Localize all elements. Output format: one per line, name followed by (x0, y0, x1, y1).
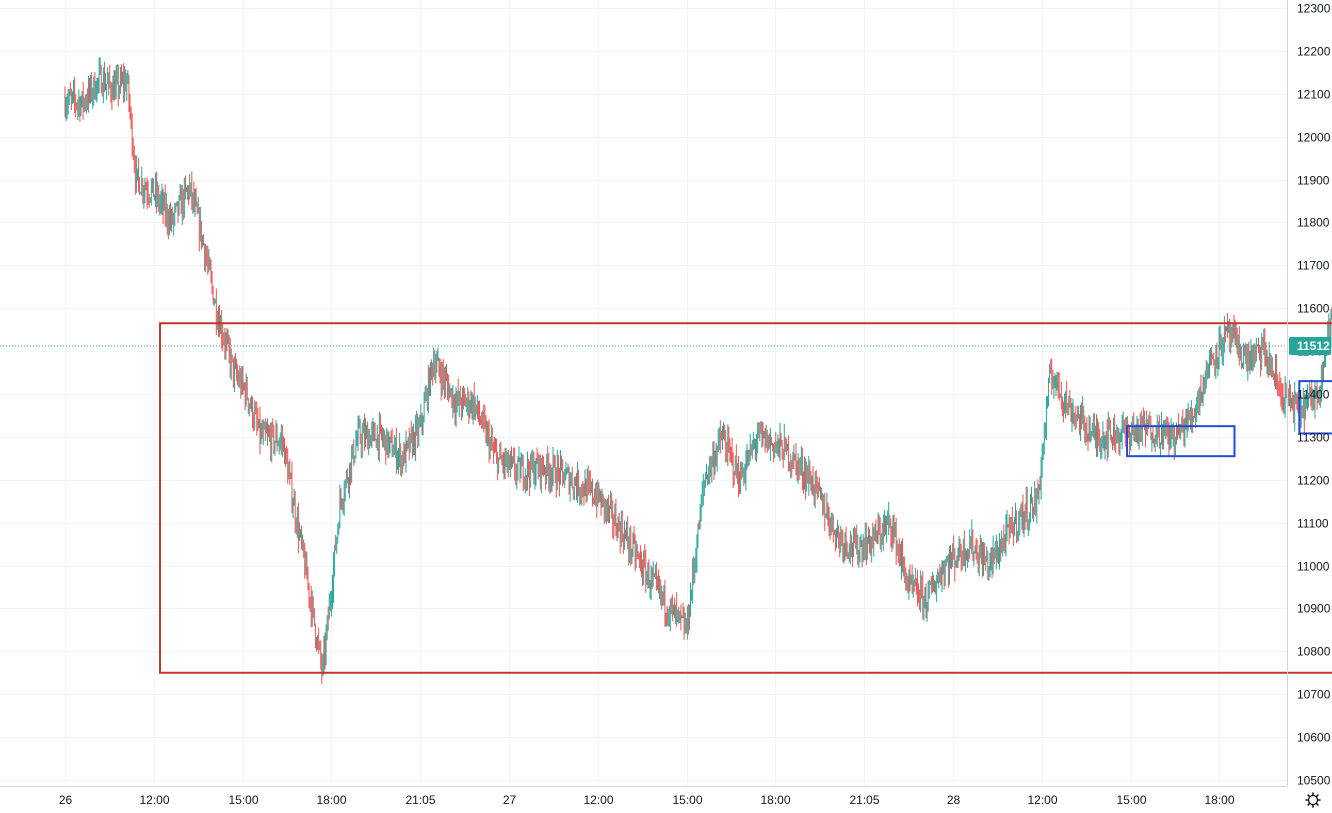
y-tick-label: 12200 (1297, 45, 1331, 59)
x-tick-label: 15:00 (672, 793, 702, 807)
settings-gear-icon[interactable] (1305, 792, 1321, 808)
y-tick-label: 11400 (1297, 388, 1330, 402)
y-tick-label: 11600 (1297, 302, 1330, 316)
x-tick-label: 18:00 (1204, 793, 1234, 807)
x-tick-label: 21:05 (405, 793, 435, 807)
x-tick-label: 26 (59, 793, 73, 807)
y-tick-label: 10700 (1297, 688, 1331, 702)
y-tick-label: 12300 (1297, 2, 1331, 16)
x-tick-label: 27 (503, 793, 517, 807)
y-tick-label: 11700 (1297, 259, 1330, 273)
x-tick-label: 18:00 (316, 793, 346, 807)
y-tick-label: 10600 (1297, 731, 1331, 745)
x-tick-label: 18:00 (760, 793, 790, 807)
trading-range-rectangle[interactable] (159, 322, 1332, 674)
time-axis[interactable]: 26 12:00 15:00 18:00 21:05 27 12:00 15:00 18:00 2… (59, 793, 1235, 807)
y-tick-label: 11000 (1297, 560, 1330, 574)
x-tick-label: 28 (947, 793, 961, 807)
last-price-tag-label: 11512 (1297, 339, 1330, 353)
y-tick-label: 11900 (1297, 174, 1330, 188)
x-tick-label: 12:00 (139, 793, 169, 807)
y-tick-label: 11200 (1297, 474, 1330, 488)
x-tick-label: 15:00 (1116, 793, 1146, 807)
drawing-annotations[interactable] (159, 322, 1332, 674)
last-price-tag-background (1289, 336, 1331, 355)
y-tick-label: 11300 (1297, 431, 1330, 445)
y-tick-label: 11800 (1297, 216, 1330, 230)
x-tick-label: 12:00 (583, 793, 613, 807)
last-price-tag: 11512 (1289, 336, 1331, 355)
y-tick-label: 10500 (1297, 774, 1331, 788)
candlestick-series (64, 57, 1332, 685)
y-tick-label: 12100 (1297, 88, 1331, 102)
price-axis[interactable]: 10500 10600 10700 10800 10900 11000 11100 11200… (1297, 2, 1331, 788)
y-tick-label: 10900 (1297, 602, 1331, 616)
y-tick-label: 10800 (1297, 645, 1331, 659)
x-tick-label: 21:05 (849, 793, 879, 807)
chart-grid (0, 0, 1287, 786)
consolidation-rectangle[interactable] (1298, 380, 1332, 435)
x-tick-label: 15:00 (228, 793, 258, 807)
y-tick-label: 12000 (1297, 131, 1331, 145)
x-tick-label: 12:00 (1027, 793, 1057, 807)
y-tick-label: 11100 (1297, 517, 1329, 531)
consolidation-rectangle[interactable] (1126, 425, 1236, 458)
